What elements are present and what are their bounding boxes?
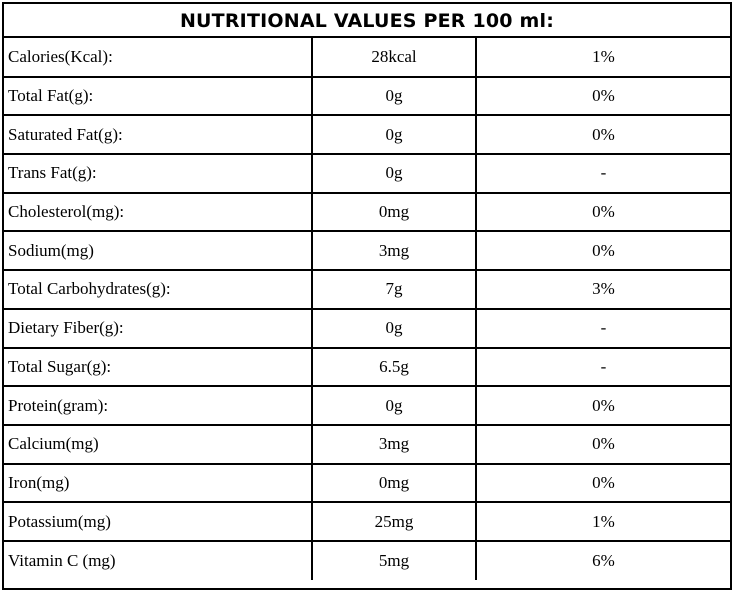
- nutrient-cell: Total Carbohydrates(g):: [4, 269, 313, 309]
- amount-cell: 0g: [312, 153, 477, 193]
- amount-cell: 25mg: [312, 501, 477, 541]
- table-row: Vitamin C (mg) 5mg 6%: [4, 539, 730, 580]
- table-row: Total Carbohydrates(g): 7g 3%: [4, 269, 730, 309]
- daily-value-cell: 0%: [476, 75, 730, 116]
- daily-value-cell: 0%: [476, 230, 730, 271]
- daily-value-cell: 1%: [476, 501, 730, 541]
- table-row: Potassium(mg) 25mg 1%: [4, 501, 730, 541]
- table-row: Sodium(mg) 3mg 0%: [4, 230, 730, 271]
- amount-cell: 0g: [312, 307, 477, 348]
- nutrient-cell: Calcium(mg): [4, 423, 313, 464]
- table-row: Total Sugar(g): 6.5g -: [4, 346, 730, 387]
- amount-cell: 0g: [312, 75, 477, 116]
- amount-cell: 0mg: [312, 462, 477, 503]
- amount-cell: 3mg: [312, 423, 477, 464]
- amount-cell: 28kcal: [312, 38, 477, 77]
- table-row: Saturated Fat(g): 0g 0%: [4, 114, 730, 155]
- table-row: Total Fat(g): 0g 0%: [4, 75, 730, 116]
- amount-cell: 7g: [312, 269, 477, 309]
- daily-value-cell: -: [476, 346, 730, 387]
- nutrient-cell: Protein(gram):: [4, 385, 313, 425]
- table-row: Iron(mg) 0mg 0%: [4, 462, 730, 503]
- nutrient-cell: Saturated Fat(g):: [4, 114, 313, 155]
- daily-value-cell: -: [476, 153, 730, 193]
- table-title: NUTRITIONAL VALUES PER 100 ml:: [4, 4, 730, 38]
- daily-value-cell: 0%: [476, 462, 730, 503]
- table-row: Protein(gram): 0g 0%: [4, 385, 730, 425]
- nutrient-cell: Dietary Fiber(g):: [4, 307, 313, 348]
- nutrient-cell: Total Sugar(g):: [4, 346, 313, 387]
- amount-cell: 3mg: [312, 230, 477, 271]
- daily-value-cell: 0%: [476, 114, 730, 155]
- nutrient-cell: Potassium(mg): [4, 501, 313, 541]
- nutrition-table: Calories(Kcal): 28kcal 1% Total Fat(g): …: [4, 38, 730, 580]
- nutrient-cell: Cholesterol(mg):: [4, 191, 313, 232]
- daily-value-cell: 3%: [476, 269, 730, 309]
- table-row: Dietary Fiber(g): 0g -: [4, 307, 730, 348]
- daily-value-cell: -: [476, 307, 730, 348]
- nutrition-table-body: Calories(Kcal): 28kcal 1% Total Fat(g): …: [4, 38, 730, 580]
- daily-value-cell: 1%: [592, 46, 615, 66]
- amount-cell: 0g: [312, 385, 477, 425]
- nutrient-cell: Trans Fat(g):: [4, 153, 313, 193]
- nutrient-cell: Sodium(mg): [4, 230, 313, 271]
- table-row: Calories(Kcal): 28kcal 1%: [4, 38, 730, 77]
- amount-cell: 5mg: [312, 539, 477, 580]
- amount-cell: 6.5g: [312, 346, 477, 387]
- amount-cell: 0g: [312, 114, 477, 155]
- table-row: Trans Fat(g): 0g -: [4, 153, 730, 193]
- nutrient-cell: Total Fat(g):: [4, 75, 313, 116]
- table-row: Calcium(mg) 3mg 0%: [4, 423, 730, 464]
- daily-value-cell: 6%: [476, 539, 730, 580]
- amount-cell: 0mg: [312, 191, 477, 232]
- daily-value-cell: 0%: [476, 385, 730, 425]
- daily-value-cell: 0%: [476, 191, 730, 232]
- daily-value-cell: 0%: [476, 423, 730, 464]
- nutrient-cell: Vitamin C (mg): [4, 539, 313, 580]
- table-row: Cholesterol(mg): 0mg 0%: [4, 191, 730, 232]
- nutrient-cell: Iron(mg): [4, 462, 313, 503]
- nutrient-cell: Calories(Kcal):: [4, 38, 313, 77]
